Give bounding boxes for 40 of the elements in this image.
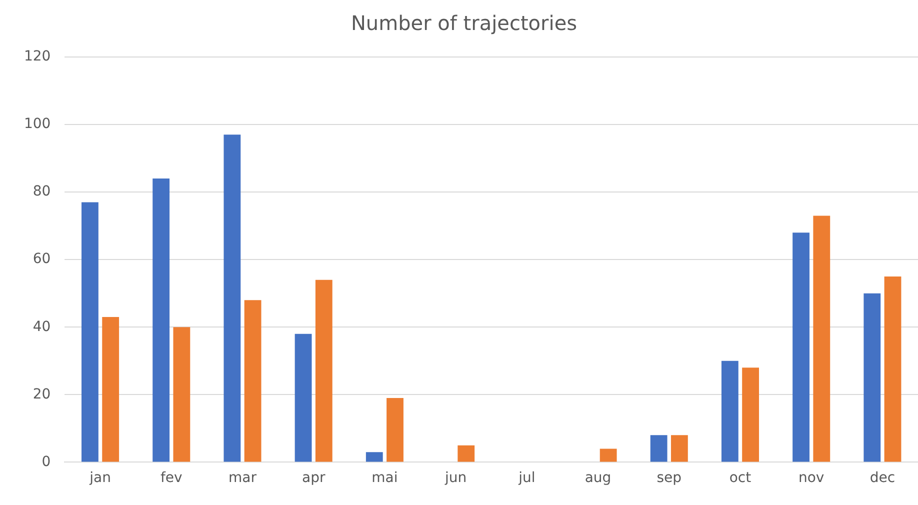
bar [102, 317, 120, 462]
x-tick-label: jul [518, 470, 536, 486]
x-tick-label: apr [302, 470, 326, 486]
y-tick-label: 100 [24, 116, 51, 132]
x-tick-label: nov [798, 470, 824, 486]
x-tick-label: mar [228, 470, 257, 486]
x-tick-label: oct [729, 470, 752, 486]
x-tick-label: jun [444, 470, 467, 486]
y-tick-label: 20 [32, 386, 51, 402]
bar [152, 178, 170, 462]
bar [294, 334, 312, 462]
bar [670, 435, 688, 462]
bar [315, 280, 332, 462]
bar [884, 276, 902, 462]
bar [742, 368, 759, 462]
y-tick-label: 120 [24, 48, 51, 65]
bar [600, 448, 617, 462]
x-tick-label: mai [372, 470, 398, 486]
bar [82, 202, 98, 462]
x-tick-label: jan [88, 470, 111, 486]
bar [813, 216, 830, 462]
bar [458, 445, 475, 462]
y-tick-label: 40 [32, 318, 51, 335]
bar [792, 232, 810, 462]
x-tick-label: fev [160, 470, 182, 486]
bar [650, 435, 668, 462]
x-tick-label: dec [870, 470, 896, 486]
bar [864, 293, 881, 462]
x-tick-label: sep [656, 470, 682, 486]
bar [366, 452, 383, 462]
chart-title: Number of trajectories [350, 11, 578, 36]
bar [173, 327, 190, 462]
bar [224, 134, 241, 462]
bar [244, 300, 262, 462]
x-tick-label: aug [584, 470, 612, 486]
y-tick-label: 60 [32, 251, 51, 268]
y-tick-label: 80 [32, 184, 51, 200]
bar [721, 360, 738, 462]
bar [386, 398, 404, 462]
y-tick-label: 0 [42, 454, 51, 470]
